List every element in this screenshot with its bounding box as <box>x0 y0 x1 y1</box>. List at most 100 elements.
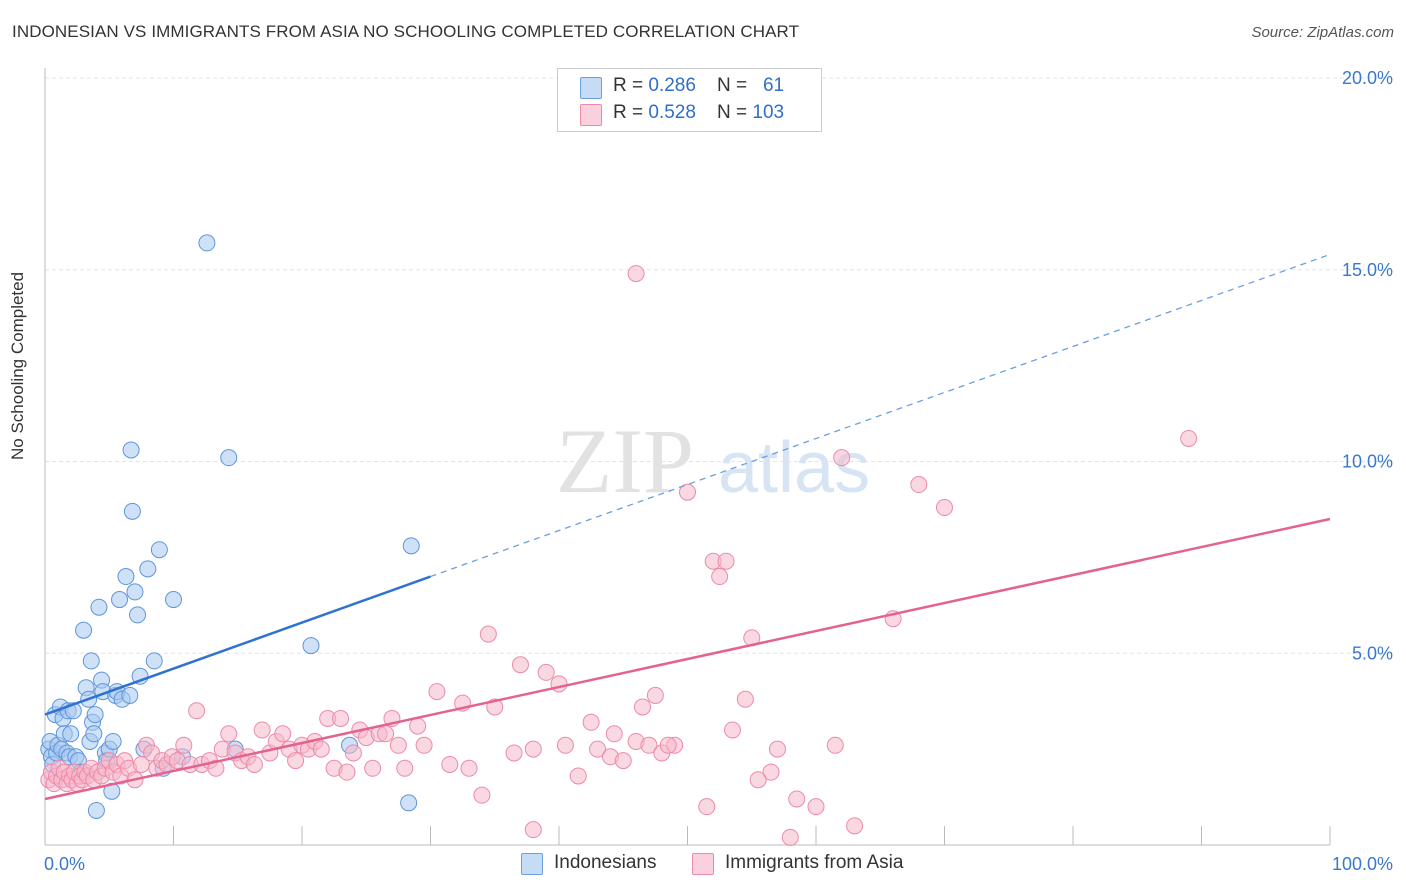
indonesian-point <box>402 537 420 555</box>
immigrants-asia-point <box>614 752 632 770</box>
tick-labels: 5.0% 10.0% 15.0% 20.0% 0.0% 100.0% <box>44 68 1393 874</box>
watermark-atlas: atlas <box>718 428 870 508</box>
x-tick-label: 0.0% <box>44 854 85 874</box>
r-label: R = <box>613 102 649 123</box>
immigrants-asia-point <box>207 759 225 777</box>
trend-lines <box>44 253 1331 801</box>
immigrants-asia-point <box>634 698 652 716</box>
immigrants-asia-point <box>312 740 330 758</box>
bottom-legend-swatch-immigrants-asia <box>692 853 714 875</box>
axes <box>44 68 1331 846</box>
n-label: N = <box>717 75 753 96</box>
legend-text: R = 0.528 N = 103 <box>613 102 784 124</box>
indonesian-point <box>75 621 93 639</box>
immigrants-asia-point <box>711 568 729 586</box>
immigrants-asia-point <box>524 740 542 758</box>
immigrants-asia-point <box>807 798 825 816</box>
legend-swatch-indonesians <box>580 77 602 99</box>
y-axis-title-wrap: No Schooling Completed <box>8 272 38 480</box>
y-axis-title: No Schooling Completed <box>8 271 27 460</box>
indonesian-point <box>198 234 216 252</box>
y-tick-label: 10.0% <box>1342 452 1393 472</box>
immigrants-asia-point <box>344 744 362 762</box>
bottom-legend-swatch-indonesians <box>521 853 543 875</box>
immigrants-asia-point <box>679 483 696 501</box>
correlation-legend: R = 0.286 N = 61 R = 0.528 N = 103 <box>557 68 822 132</box>
chart-title: INDONESIAN VS IMMIGRANTS FROM ASIA NO SC… <box>12 22 800 41</box>
immigrants-asia-point <box>826 736 844 754</box>
indonesian-point <box>121 686 139 704</box>
n-value: 61 <box>762 75 785 96</box>
immigrants-asia-point <box>460 759 478 777</box>
immigrants-asia-point <box>646 686 664 704</box>
immigrants-asia-point <box>582 713 600 731</box>
indonesian-point <box>82 652 100 670</box>
immigrants-asia-point <box>188 702 206 720</box>
immigrants-asia-point <box>409 717 427 735</box>
y-tick-label: 5.0% <box>1352 643 1393 663</box>
indonesian-point <box>139 560 157 578</box>
immigrants-asia-point <box>287 752 305 770</box>
r-value: 0.286 <box>648 75 696 96</box>
immigrants-asia-point <box>245 755 263 773</box>
immigrants-asia-point <box>338 763 356 781</box>
immigrants-asia-point <box>788 790 806 808</box>
immigrants-asia-trend-line <box>44 517 1331 801</box>
immigrants-asia-point <box>274 725 292 743</box>
y-tick-label: 20.0% <box>1342 68 1393 88</box>
indonesian-point <box>400 794 418 812</box>
immigrants-asia-point <box>524 821 542 839</box>
immigrants-asia-point <box>640 736 658 754</box>
immigrants-asia-point <box>505 744 523 762</box>
immigrants-asia-point <box>698 798 716 816</box>
immigrants-asia-point <box>768 740 786 758</box>
immigrants-asia-point <box>537 663 555 681</box>
indonesian-point <box>150 541 168 559</box>
immigrants-asia-point <box>627 265 645 283</box>
immigrants-asia-point <box>473 786 491 804</box>
immigrants-asia-point <box>589 740 607 758</box>
data-points <box>40 234 1198 846</box>
indonesian-point <box>117 568 135 586</box>
immigrants-asia-point <box>550 675 568 693</box>
immigrants-asia-point <box>910 476 928 494</box>
immigrants-asia-point <box>253 721 271 739</box>
immigrants-asia-point <box>220 725 238 743</box>
indonesian-point <box>111 591 129 609</box>
immigrants-asia-point <box>569 767 587 785</box>
immigrants-asia-point <box>833 449 851 467</box>
r-label: R = <box>613 75 649 96</box>
immigrants-asia-point <box>556 736 574 754</box>
y-tick-label: 15.0% <box>1342 260 1393 280</box>
indonesian-point <box>85 725 103 743</box>
source-label: Source: ZipAtlas.com <box>1251 24 1394 41</box>
immigrants-asia-point <box>332 709 350 727</box>
legend-swatch-immigrants-asia <box>580 104 602 126</box>
immigrants-asia-point <box>479 625 497 643</box>
immigrants-asia-point <box>396 759 414 777</box>
immigrants-asia-point <box>749 771 767 789</box>
immigrants-asia-point <box>1180 429 1198 447</box>
immigrants-asia-point <box>846 817 864 835</box>
immigrants-asia-point <box>723 721 741 739</box>
immigrants-asia-point <box>936 499 953 517</box>
indonesian-point <box>302 637 320 655</box>
bottom-legend-label: Indonesians <box>554 852 657 873</box>
indonesian-trend-line <box>44 575 431 716</box>
indonesian-point <box>62 725 80 743</box>
x-tick-label: 100.0% <box>1332 854 1393 874</box>
indonesian-point <box>129 606 147 624</box>
indonesian-point <box>122 441 140 459</box>
indonesian-point <box>123 502 141 520</box>
n-value: 103 <box>752 102 785 123</box>
immigrants-asia-point <box>511 656 529 674</box>
indonesian-point <box>90 598 108 616</box>
bottom-legend-label: Immigrants from Asia <box>725 852 904 873</box>
immigrants-asia-point <box>175 736 193 754</box>
r-value: 0.528 <box>648 102 696 123</box>
immigrants-asia-point <box>762 763 780 781</box>
immigrants-asia-point <box>781 828 799 846</box>
legend-text: R = 0.286 N = 61 <box>613 75 784 97</box>
immigrants-asia-point <box>441 755 459 773</box>
